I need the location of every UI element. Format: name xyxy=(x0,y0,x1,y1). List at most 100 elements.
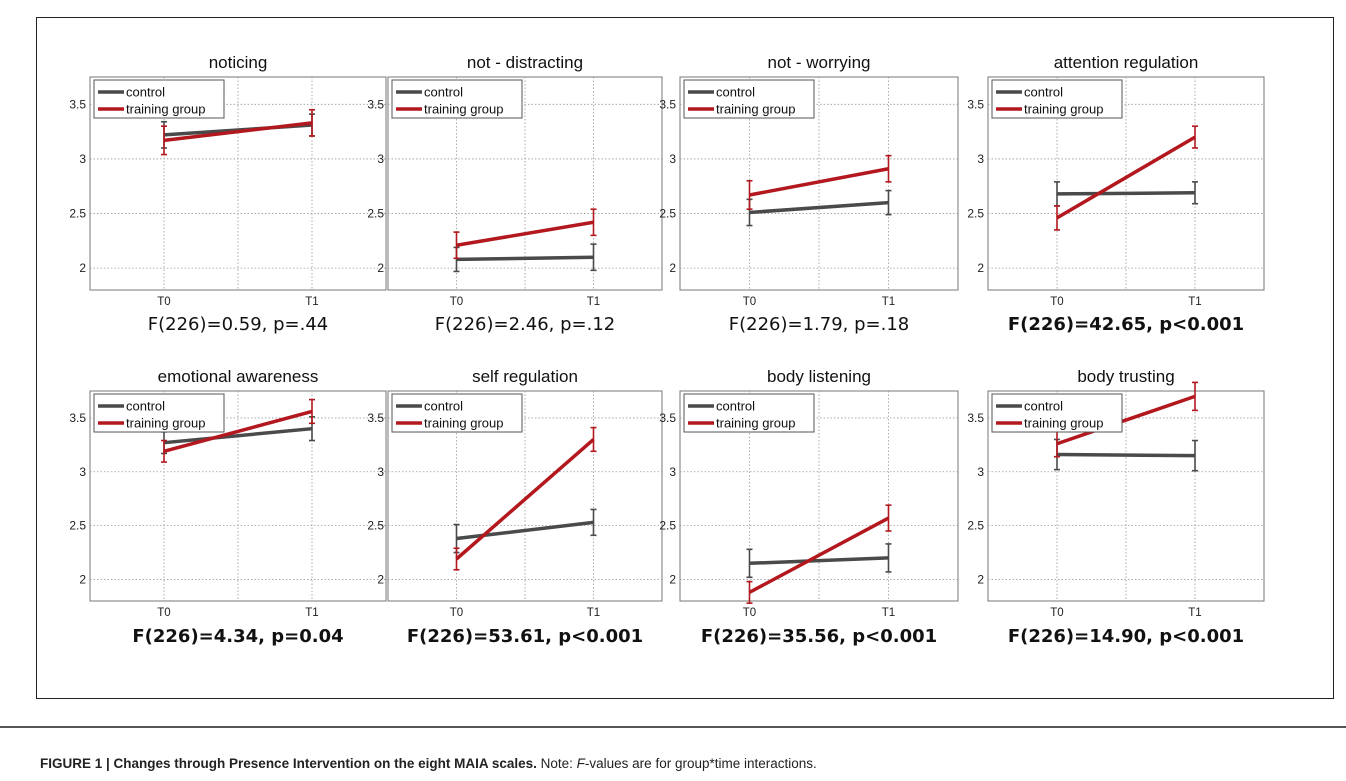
x-tick-label: T0 xyxy=(450,607,463,619)
series-line-training xyxy=(1056,135,1196,220)
x-tick-label: T0 xyxy=(157,607,170,619)
y-tick-label: 3.5 xyxy=(69,411,86,425)
chart-panel-not-worrying: not - worrying 2 2.5 3 3.5 T0 T1 control trainin… xyxy=(659,53,959,335)
legend-box xyxy=(93,393,225,433)
figure-caption: FIGURE 1 | Changes through Presence Inte… xyxy=(40,756,817,772)
x-tick-label: T0 xyxy=(743,607,756,619)
y-tick-label: 2.5 xyxy=(69,519,86,533)
y-tick-label: 3.5 xyxy=(367,411,384,425)
x-tick-label: T0 xyxy=(743,296,756,308)
legend-label: training group xyxy=(424,416,504,431)
f-statistic: F(226)=2.46, p=.12 xyxy=(435,314,616,335)
legend-label: control xyxy=(716,399,755,414)
x-tick-label: T0 xyxy=(1050,607,1063,619)
caption-note-italic: F xyxy=(576,756,585,771)
legend-box xyxy=(683,79,815,119)
caption-divider xyxy=(0,726,1346,728)
y-tick-label: 3.5 xyxy=(367,97,384,111)
series-line-training xyxy=(1056,394,1196,446)
f-statistic: F(226)=0.59, p=.44 xyxy=(148,314,329,335)
series-line-control xyxy=(1056,452,1196,458)
legend-box xyxy=(391,79,523,119)
series-line-training xyxy=(748,516,890,594)
y-tick-label: 3.5 xyxy=(69,97,86,111)
y-tick-label: 2 xyxy=(79,572,86,586)
legend-box xyxy=(391,393,523,433)
series-line-training xyxy=(749,167,889,197)
legend-label: training group xyxy=(716,416,796,431)
chart-title: self regulation xyxy=(472,367,578,386)
y-tick-label: 3 xyxy=(669,152,676,166)
y-tick-label: 2.5 xyxy=(69,207,86,221)
series-line-training xyxy=(163,121,313,143)
f-statistic: F(226)=14.90, p<0.001 xyxy=(1008,626,1244,647)
legend-label: training group xyxy=(716,102,796,117)
caption-note-rest: -values are for group*time interactions. xyxy=(584,756,817,771)
y-tick-label: 3 xyxy=(669,465,676,479)
legend-label: training group xyxy=(424,102,504,117)
legend-box xyxy=(991,79,1123,119)
y-tick-label: 3 xyxy=(977,152,984,166)
legend-label: training group xyxy=(1024,416,1104,431)
legend-box xyxy=(991,393,1123,433)
chart-title: attention regulation xyxy=(1054,53,1199,72)
f-statistic: F(226)=53.61, p<0.001 xyxy=(407,626,643,647)
y-tick-label: 2 xyxy=(377,261,384,275)
y-tick-label: 2 xyxy=(977,261,984,275)
chart-title: noticing xyxy=(209,53,268,72)
chart-title: not - distracting xyxy=(467,53,583,72)
caption-label: FIGURE 1 | Changes through Presence Inte… xyxy=(40,756,537,771)
legend-label: training group xyxy=(126,416,206,431)
y-tick-label: 3.5 xyxy=(659,411,676,425)
y-tick-label: 2 xyxy=(79,261,86,275)
f-statistic: F(226)=42.65, p<0.001 xyxy=(1008,314,1244,335)
x-tick-label: T1 xyxy=(305,607,318,619)
legend-label: control xyxy=(424,399,463,414)
x-tick-label: T1 xyxy=(305,296,318,308)
f-statistic: F(226)=35.56, p<0.001 xyxy=(701,626,937,647)
legend-label: training group xyxy=(126,102,206,117)
y-tick-label: 3.5 xyxy=(659,97,676,111)
chart-panel-not-distracting: not - distracting 2 2.5 3 3.5 T0 T1 control trai… xyxy=(367,53,663,335)
chart-panel-noticing: noticing 2 2.5 3 3.5 T0 T1 control training grou… xyxy=(69,53,387,335)
f-statistic: F(226)=1.79, p=.18 xyxy=(729,314,910,335)
legend-label: control xyxy=(1024,85,1063,100)
legend-label: control xyxy=(126,85,165,100)
series-line-control xyxy=(163,426,313,445)
y-tick-label: 2 xyxy=(669,572,676,586)
series-line-control xyxy=(749,556,889,566)
series-line-training xyxy=(456,220,594,247)
x-tick-label: T0 xyxy=(1050,296,1063,308)
chart-panel-body-listening: body listening 2 2.5 3 3.5 T0 T1 control trainin… xyxy=(659,367,959,647)
legend-label: control xyxy=(126,399,165,414)
f-statistic: F(226)=4.34, p=0.04 xyxy=(132,626,343,647)
chart-panel-self-regulation: self regulation 2 2.5 3 3.5 T0 T1 control traini… xyxy=(367,367,663,647)
y-tick-label: 3 xyxy=(977,465,984,479)
figure-frame xyxy=(36,17,1334,699)
y-tick-label: 3 xyxy=(377,152,384,166)
y-tick-label: 2 xyxy=(977,572,984,586)
chart-title: not - worrying xyxy=(768,53,871,72)
y-tick-label: 2 xyxy=(377,572,384,586)
legend-label: control xyxy=(1024,399,1063,414)
legend-box xyxy=(683,393,815,433)
chart-panel-body-trusting: body trusting 2 2.5 3 3.5 T0 T1 control training… xyxy=(967,367,1265,647)
x-tick-label: T0 xyxy=(157,296,170,308)
x-tick-label: T0 xyxy=(450,296,463,308)
series-line-control xyxy=(749,200,889,215)
y-tick-label: 2 xyxy=(669,261,676,275)
y-tick-label: 2.5 xyxy=(967,519,984,533)
y-tick-label: 3 xyxy=(79,465,86,479)
caption-note-prefix: Note: xyxy=(536,756,577,771)
chart-title: body trusting xyxy=(1077,367,1174,386)
legend-label: control xyxy=(716,85,755,100)
y-tick-label: 3 xyxy=(79,152,86,166)
series-line-training xyxy=(163,409,313,453)
chart-title: body listening xyxy=(767,367,871,386)
x-tick-label: T1 xyxy=(882,607,895,619)
legend-label: training group xyxy=(1024,102,1104,117)
y-tick-label: 3.5 xyxy=(967,97,984,111)
x-tick-label: T1 xyxy=(882,296,895,308)
legend-label: control xyxy=(424,85,463,100)
